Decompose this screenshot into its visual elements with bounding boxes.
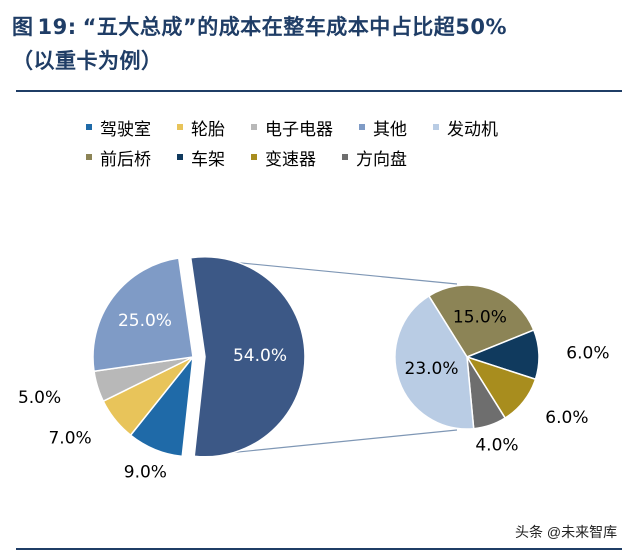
legend-swatch bbox=[433, 124, 439, 130]
watermark: 头条 @未来智库 bbox=[512, 521, 621, 543]
data-label: 15.0% bbox=[453, 307, 507, 327]
data-label: 6.0% bbox=[566, 344, 609, 364]
legend-row-1: 驾驶室 轮胎 电子电器 其他 发动机 bbox=[86, 112, 606, 142]
title-line-2: （以重卡为例） bbox=[12, 49, 163, 73]
legend-swatch bbox=[86, 124, 92, 130]
legend-label: 方向盘 bbox=[356, 149, 407, 170]
main-pie bbox=[92, 256, 306, 458]
legend-swatch bbox=[86, 154, 92, 160]
pie-data-labels: 54.0% 9.0% 7.0% 5.0% 25.0% 15.0% 6.0% 6.0% 4.0% 2… bbox=[18, 307, 610, 482]
figure-number: 19: bbox=[37, 15, 77, 39]
legend-item: 车架 bbox=[177, 145, 225, 170]
legend-item: 电子电器 bbox=[251, 115, 333, 140]
legend-item: 驾驶室 bbox=[86, 115, 151, 140]
footer-divider bbox=[16, 548, 622, 550]
secondary-pie bbox=[394, 284, 540, 430]
legend-swatch bbox=[177, 154, 183, 160]
legend-swatch bbox=[342, 154, 348, 160]
connector-line bbox=[194, 429, 458, 458]
legend-label: 其他 bbox=[373, 119, 407, 140]
legend-row-2: 前后桥 车架 变速器 方向盘 bbox=[86, 142, 606, 172]
legend-item: 其他 bbox=[359, 115, 407, 140]
figure-label: 图 bbox=[12, 15, 34, 39]
legend-swatch bbox=[251, 124, 257, 130]
pie-slice-main bbox=[92, 257, 194, 373]
chart-title: 图 19: “五大总成”的成本在整车成本中占比超50% （以重卡为例） bbox=[12, 10, 632, 78]
chart-legend: 驾驶室 轮胎 电子电器 其他 发动机 前后桥 车架 变速器 方向盘 bbox=[86, 112, 606, 172]
pie-slice-main bbox=[189, 256, 306, 458]
legend-item: 轮胎 bbox=[177, 115, 225, 140]
data-label: 6.0% bbox=[545, 408, 588, 428]
title-text: “五大总成”的成本在整车成本中占比超50% bbox=[82, 15, 507, 39]
data-label: 54.0% bbox=[233, 346, 287, 366]
legend-label: 车架 bbox=[191, 149, 225, 170]
data-label: 5.0% bbox=[18, 388, 61, 408]
legend-item: 变速器 bbox=[251, 145, 316, 170]
legend-label: 驾驶室 bbox=[100, 119, 151, 140]
title-divider bbox=[16, 90, 622, 92]
legend-item: 方向盘 bbox=[342, 145, 407, 170]
legend-item: 发动机 bbox=[433, 115, 498, 140]
legend-label: 电子电器 bbox=[265, 119, 333, 140]
data-label: 25.0% bbox=[118, 311, 172, 331]
legend-label: 轮胎 bbox=[191, 119, 225, 140]
pie-slice-secondary bbox=[394, 294, 475, 430]
legend-item: 前后桥 bbox=[86, 145, 151, 170]
data-label: 23.0% bbox=[405, 359, 459, 379]
data-label: 7.0% bbox=[48, 428, 91, 448]
data-label: 4.0% bbox=[475, 436, 518, 456]
pie-slice-secondary bbox=[427, 284, 535, 358]
legend-swatch bbox=[251, 154, 257, 160]
legend-swatch bbox=[177, 124, 183, 130]
title-line-1: 图 19: “五大总成”的成本在整车成本中占比超50% bbox=[12, 10, 632, 44]
data-label: 9.0% bbox=[124, 463, 167, 483]
legend-label: 发动机 bbox=[447, 119, 498, 140]
legend-label: 变速器 bbox=[265, 149, 316, 170]
legend-swatch bbox=[359, 124, 365, 130]
legend-label: 前后桥 bbox=[100, 149, 151, 170]
